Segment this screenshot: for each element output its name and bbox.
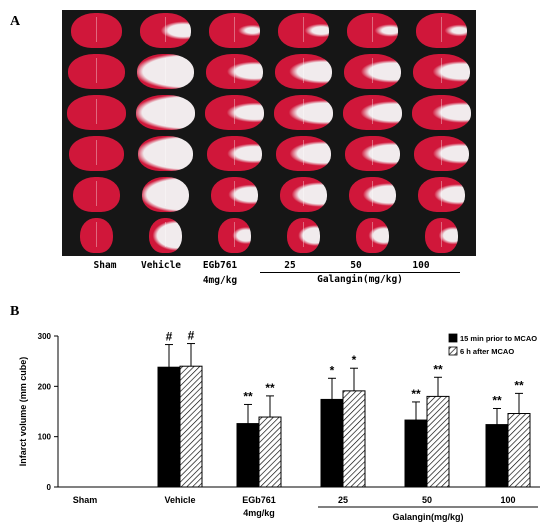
brain-slice [132,92,198,133]
brain-slice [63,92,129,133]
brain-slice [76,215,117,256]
galangin-group-label: Galangin(mg/kg) [392,512,463,522]
bar [236,423,260,488]
brain-slice [69,174,124,215]
x-tick-label: EGb761 [242,495,276,505]
slice-group-label: Vehicle [140,260,182,271]
brain-slice [65,133,127,174]
significance-marker: # [166,330,173,344]
bar [320,398,344,488]
bar [179,365,203,488]
brain-slice-photo [62,10,476,256]
significance-marker: ** [492,393,502,407]
x-tick-label: 50 [422,495,432,505]
panel-a-letter: A [10,14,21,29]
brain-slice [145,215,186,256]
bar [157,366,181,488]
brain-slice [272,133,334,174]
brain-slice [214,215,255,256]
brain-slice [205,10,264,51]
brain-slice [339,92,405,133]
brain-slice [134,133,196,174]
x-tick-sublabel: 4mg/kg [243,508,275,518]
x-tick-label: Sham [73,495,98,505]
brain-slice [340,51,404,92]
brain-slice [202,51,266,92]
brain-slice [67,10,126,51]
brain-slice [207,174,262,215]
bar [404,419,428,488]
significance-marker: ** [243,389,253,403]
significance-marker: ** [411,387,421,401]
panel-b-letter: B [10,304,20,319]
legend-label: 6 h after MCAO [460,347,514,356]
brain-slice [412,10,471,51]
bar [342,390,366,488]
significance-marker: ** [433,362,443,376]
galangin-group-rule [260,272,460,273]
slice-group-sublabel: 4mg/kg [202,275,238,286]
galangin-group-label: Galangin(mg/kg) [317,274,403,285]
bar [507,413,531,488]
significance-marker: ** [514,378,524,392]
brain-slice [408,92,474,133]
brain-slice [133,51,197,92]
y-axis-label: Infarct volume (mm cube) [18,357,28,467]
brain-slice [270,92,336,133]
brain-slice [271,51,335,92]
brain-slice [341,133,403,174]
significance-marker: * [330,363,335,377]
brain-slice [421,215,462,256]
y-tick-label: 100 [38,433,52,442]
brain-slice [276,174,331,215]
significance-marker: ** [265,381,275,395]
slice-group-label: 25 [284,260,296,271]
brain-slice [136,10,195,51]
slice-group-label: EGb761 [202,260,238,271]
brain-slice [414,174,469,215]
legend-swatch [448,333,458,343]
slice-group-label: 50 [350,260,362,271]
x-tick-label: Vehicle [164,495,195,505]
slice-group-label: 100 [412,260,430,271]
bar [485,424,509,488]
bar [426,395,450,488]
legend-swatch [448,346,458,356]
brain-slice [201,92,267,133]
significance-marker: # [188,329,195,343]
y-tick-label: 300 [38,332,52,341]
significance-marker: * [352,353,357,367]
brain-slice [343,10,402,51]
x-tick-label: 25 [338,495,348,505]
brain-slice [345,174,400,215]
slice-group-label: Sham [93,260,117,271]
brain-slice [64,51,128,92]
brain-slice [274,10,333,51]
brain-slice [352,215,393,256]
y-tick-label: 0 [47,483,52,492]
brain-slice [410,133,472,174]
brain-slice [283,215,324,256]
x-tick-label: 100 [500,495,515,505]
brain-slice [138,174,193,215]
legend-label: 15 min prior to MCAO [460,334,537,343]
brain-slice [409,51,473,92]
brain-slice [203,133,265,174]
bar [258,416,282,488]
y-tick-label: 200 [38,382,52,391]
